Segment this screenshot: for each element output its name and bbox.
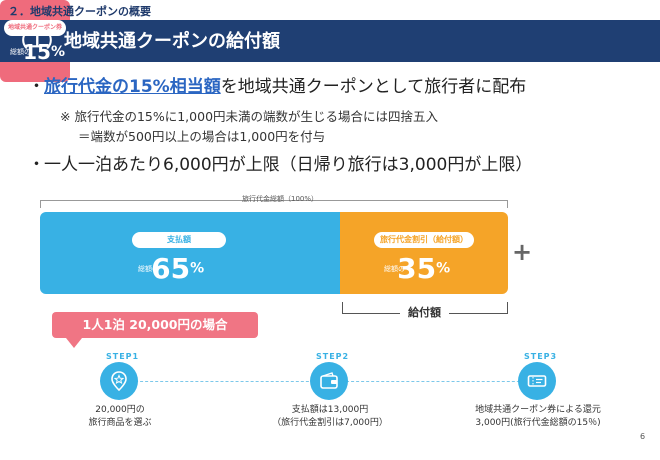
step1-caption: 20,000円の 旅行商品を選ぶ (70, 404, 170, 430)
wallet-icon (320, 372, 338, 389)
example-callout: 1人1泊 20,000円の場合 (52, 312, 258, 338)
coupon-unit: % (50, 44, 65, 60)
page-title: （１）地域共通クーポンの給付額 (10, 31, 280, 52)
step2-circle (310, 362, 348, 400)
payment-prefix: 総額の (138, 264, 159, 273)
step1-label: STEP1 (106, 352, 140, 361)
step3-caption: 地域共通クーポン券による還元 3,000円(旅行代金総額の15％) (458, 404, 618, 430)
step1-circle (100, 362, 138, 400)
star-pin-icon (111, 371, 127, 391)
discount-box: 旅行代金割引（給付額） 総額の 35% (340, 212, 508, 294)
note-rounding: ※ 旅行代金の15%に1,000円未満の端数が生じる場合には四捨五入 (60, 109, 439, 124)
step2-line2: （旅行代金割引は7,000円） (272, 418, 388, 428)
total-bracket (40, 200, 508, 208)
discount-label: 旅行代金割引（給付額） (374, 232, 474, 248)
payment-unit: % (190, 260, 205, 277)
discount-prefix: 総額の (384, 264, 405, 273)
highlight-rate: 旅行代金の15%相当額 (44, 77, 221, 97)
payment-box: 支払額 総額の 65% (40, 212, 340, 294)
step1-line2: 旅行商品を選ぶ (88, 418, 152, 428)
plus-sign: + (512, 238, 533, 266)
page-number: 6 (640, 432, 646, 441)
step3-line2: 3,000円(旅行代金総額の15％) (475, 418, 601, 428)
step3-label: STEP3 (524, 352, 558, 361)
discount-unit: % (436, 260, 451, 277)
bullet-text: 一人一泊あたり6,000円が上限（日帰り旅行は3,000円が上限） (44, 155, 533, 175)
section-label: ２．地域共通クーポンの概要 (8, 5, 151, 18)
note-rounding-detail: ＝端数が500円以上の場合は1,000円を付与 (78, 129, 326, 144)
bullet-dot: ・ (28, 155, 45, 175)
step3-circle (518, 362, 556, 400)
total-label: 旅行代金総額（100%） (242, 195, 319, 203)
coupon-percentage: 総額の 15% (10, 40, 65, 64)
discount-value: 35 (397, 252, 437, 285)
step3-line1: 地域共通クーポン券による還元 (475, 405, 601, 415)
title-bar: （１）地域共通クーポンの給付額 (0, 20, 660, 62)
step2-caption: 支払額は13,000円 （旅行代金割引は7,000円） (260, 404, 400, 430)
payout-label: 給付額 (400, 304, 449, 320)
discount-percentage: 総額の 35% (384, 252, 450, 285)
callout-tail (66, 338, 82, 348)
step1-line1: 20,000円の (95, 405, 145, 415)
bullet-upper-limit: ・一人一泊あたり6,000円が上限（日帰り旅行は3,000円が上限） (28, 150, 532, 175)
step2-line1: 支払額は13,000円 (291, 405, 369, 415)
bullet-dot: ・ (28, 77, 45, 97)
coupon-value: 15 (23, 40, 51, 64)
payment-percentage: 総額の 65% (138, 252, 204, 285)
step2-label: STEP2 (316, 352, 350, 361)
bullet-coupon-rate: ・旅行代金の15%相当額を地域共通クーポンとして旅行者に配布 (28, 72, 526, 97)
coupon-label: 地域共通クーポン券 (4, 20, 66, 36)
bullet-text: を地域共通クーポンとして旅行者に配布 (220, 77, 527, 97)
coupon-box: 地域共通クーポン券 総額の 15% (0, 0, 70, 82)
coupon-prefix: 総額の (10, 48, 31, 56)
payment-value: 65 (151, 252, 191, 285)
payment-label: 支払額 (132, 232, 226, 248)
coupon-icon (527, 375, 547, 387)
